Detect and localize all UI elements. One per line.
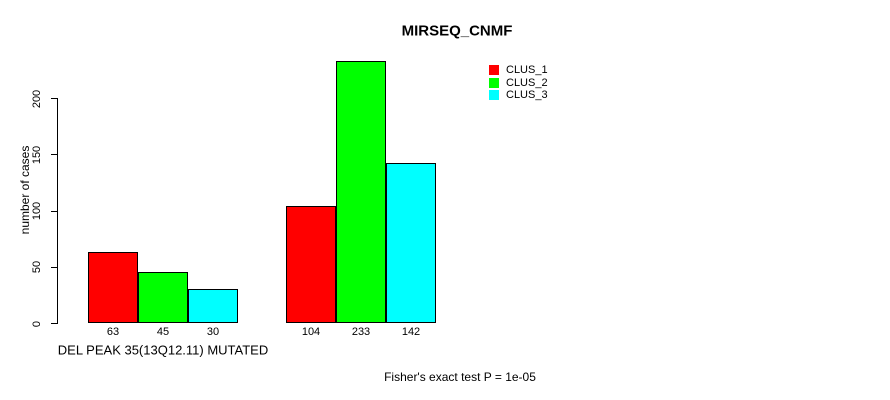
legend-label: CLUS_2: [506, 76, 548, 89]
bar-clus_3-group1: [188, 289, 238, 323]
y-axis-tick-label: 200: [31, 89, 43, 108]
y-axis-line: [57, 98, 58, 324]
y-axis-tick: [51, 210, 57, 212]
y-axis-label: number of cases: [18, 145, 32, 235]
y-axis-tick-label: 0: [31, 320, 43, 327]
legend-swatch: [489, 90, 499, 100]
y-axis-tick: [51, 266, 57, 268]
annotation-text: Fisher's exact test P = 1e-05: [384, 370, 536, 384]
x-axis-group-label: DEL PEAK 35(13Q12.11) MUTATED: [57, 342, 269, 358]
legend-swatch: [489, 65, 499, 75]
bar-value-label: 233: [351, 326, 371, 338]
y-axis-tick: [51, 154, 57, 156]
legend-item-clus_2: CLUS_2: [489, 76, 548, 89]
bar-value-label: 142: [401, 326, 421, 338]
legend-item-clus_3: CLUS_3: [489, 89, 548, 101]
legend-label: CLUS_1: [506, 64, 548, 76]
bar-clus_2-group2: [336, 60, 386, 323]
bar-clus_1-group1: [88, 252, 138, 323]
bar-value-label: 63: [106, 326, 120, 338]
y-axis-tick-label: 100: [31, 201, 43, 221]
legend-label: CLUS_3: [506, 89, 548, 101]
bar-clus_1-group2: [286, 206, 336, 323]
y-axis-tick-label: 50: [31, 261, 43, 274]
chart-title: MIRSEQ_CNMF: [401, 22, 513, 40]
bar-clus_2-group1: [138, 272, 188, 323]
bar-value-label: 45: [156, 326, 170, 338]
bar-clus_3-group2: [386, 163, 436, 323]
y-axis-tick: [51, 98, 57, 99]
bar-value-label: 104: [301, 326, 321, 338]
legend-swatch: [489, 77, 499, 88]
legend: CLUS_1 CLUS_2 CLUS_3: [489, 65, 548, 103]
bar-value-label: 30: [206, 326, 220, 338]
legend-item-clus_1: CLUS_1: [489, 64, 548, 76]
y-axis-tick: [51, 323, 57, 324]
y-axis-tick-label: 150: [31, 145, 43, 164]
